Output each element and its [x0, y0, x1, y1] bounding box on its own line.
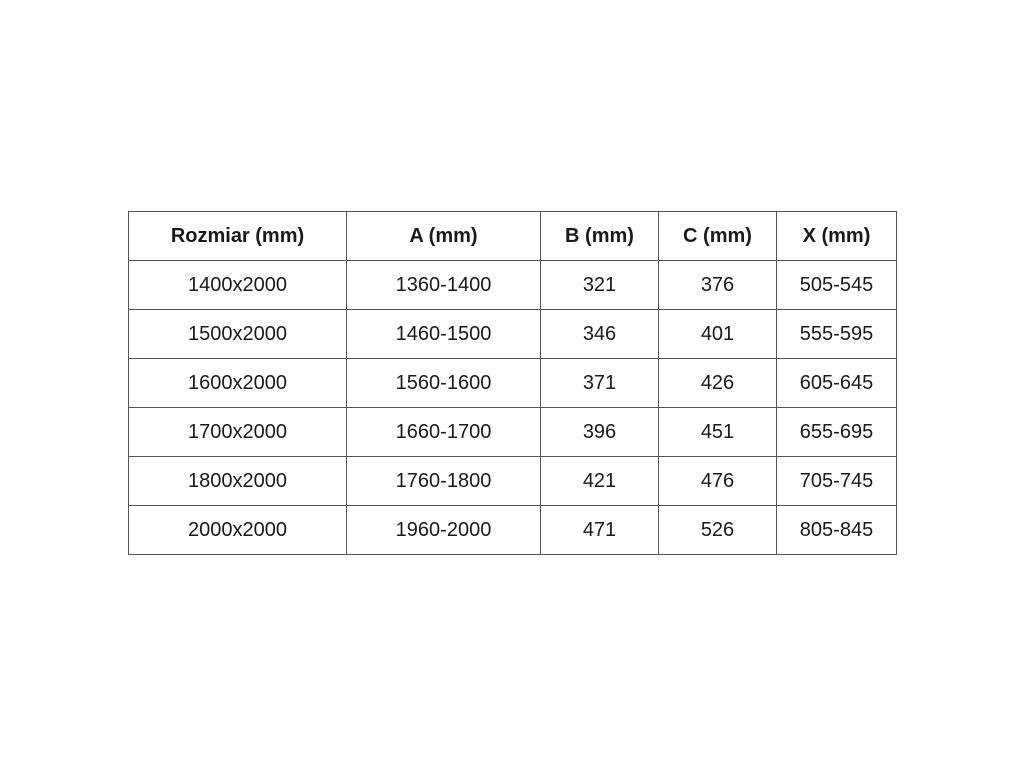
cell-b: 321	[540, 260, 659, 310]
cell-c: 426	[658, 358, 777, 408]
cell-x: 505-545	[776, 260, 897, 310]
cell-c: 451	[658, 407, 777, 457]
cell-b: 371	[540, 358, 659, 408]
table-row: 1700x2000 1660-1700 396 451 655-695	[128, 407, 897, 457]
cell-x: 605-645	[776, 358, 897, 408]
header-size: Rozmiar (mm)	[128, 211, 347, 261]
cell-a: 1960-2000	[346, 505, 541, 555]
header-a: A (mm)	[346, 211, 541, 261]
cell-a: 1460-1500	[346, 309, 541, 359]
cell-size: 1700x2000	[128, 407, 347, 457]
cell-x: 655-695	[776, 407, 897, 457]
dimensions-table: Rozmiar (mm) A (mm) B (mm) C (mm) X (mm)…	[128, 211, 897, 555]
cell-b: 396	[540, 407, 659, 457]
cell-size: 1600x2000	[128, 358, 347, 408]
cell-a: 1560-1600	[346, 358, 541, 408]
header-c: C (mm)	[658, 211, 777, 261]
cell-size: 1400x2000	[128, 260, 347, 310]
cell-size: 2000x2000	[128, 505, 347, 555]
table-row: 1400x2000 1360-1400 321 376 505-545	[128, 260, 897, 310]
cell-x: 555-595	[776, 309, 897, 359]
cell-c: 376	[658, 260, 777, 310]
cell-size: 1500x2000	[128, 309, 347, 359]
cell-c: 476	[658, 456, 777, 506]
header-x: X (mm)	[776, 211, 897, 261]
table-row: 2000x2000 1960-2000 471 526 805-845	[128, 505, 897, 555]
cell-size: 1800x2000	[128, 456, 347, 506]
cell-b: 346	[540, 309, 659, 359]
cell-a: 1360-1400	[346, 260, 541, 310]
cell-c: 401	[658, 309, 777, 359]
cell-b: 421	[540, 456, 659, 506]
table-row: 1800x2000 1760-1800 421 476 705-745	[128, 456, 897, 506]
header-row: Rozmiar (mm) A (mm) B (mm) C (mm) X (mm)	[128, 211, 897, 261]
table-row: 1600x2000 1560-1600 371 426 605-645	[128, 358, 897, 408]
table-row: 1500x2000 1460-1500 346 401 555-595	[128, 309, 897, 359]
cell-a: 1760-1800	[346, 456, 541, 506]
cell-x: 805-845	[776, 505, 897, 555]
header-b: B (mm)	[540, 211, 659, 261]
cell-c: 526	[658, 505, 777, 555]
cell-a: 1660-1700	[346, 407, 541, 457]
cell-x: 705-745	[776, 456, 897, 506]
cell-b: 471	[540, 505, 659, 555]
